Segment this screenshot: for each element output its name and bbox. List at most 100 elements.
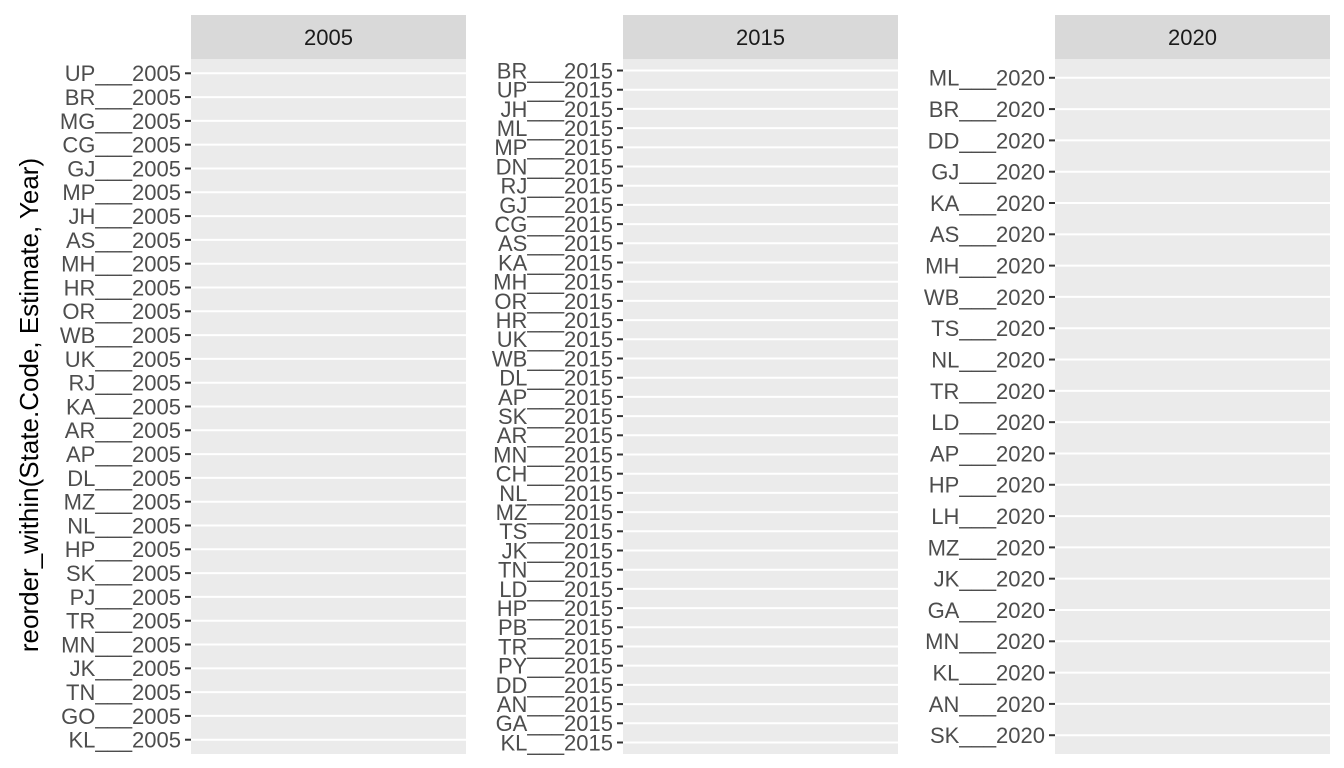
facet-2020: 2020 ML___2020 BR___2020 DD___2020 GJ___2020… — [924, 15, 1330, 754]
y-tick-label: PJ___2005 — [70, 585, 181, 610]
y-tick-label: BR___2015 — [497, 58, 613, 83]
y-tick-label: WB___2015 — [492, 346, 613, 371]
y-tick-label: GJ___2015 — [499, 193, 613, 218]
y-tick-label: JK___2015 — [502, 538, 613, 563]
y-tick-label: TR___2005 — [66, 609, 181, 634]
y-tick-label: WB___2020 — [924, 285, 1045, 310]
y-tick-label: UP___2015 — [497, 78, 613, 103]
y-tick-label: MN___2020 — [925, 629, 1045, 654]
y-tick-label: PB___2015 — [498, 615, 613, 640]
y-tick-label: MH___2005 — [61, 252, 181, 277]
facet-panels: 2005 UP___2005BR___2005MG___2005CG___2005… — [60, 15, 1330, 755]
y-tick-label: TS___2020 — [931, 316, 1045, 341]
y-tick-label: GJ___2020 — [931, 160, 1045, 185]
y-tick-label: MP___2005 — [62, 180, 181, 205]
y-tick-label: SK___2015 — [498, 404, 613, 429]
facet-strip-label: 2005 — [304, 25, 353, 50]
y-tick-label: BR___2020 — [929, 97, 1045, 122]
facet-strip-label: 2015 — [736, 25, 785, 50]
y-tick-label: BR___2005 — [65, 85, 181, 110]
y-tick-label: MP___2015 — [494, 135, 613, 160]
facet-strip-label: 2020 — [1168, 25, 1217, 50]
facet-2015: 2015 BR___2015UP___2015JH___2015ML___2015… — [492, 15, 898, 755]
y-tick-label: TS___2015 — [499, 519, 613, 544]
y-tick-label: GA___2015 — [496, 711, 613, 736]
y-tick-label: MH___2020 — [925, 254, 1045, 279]
y-tick-label: NL___2015 — [499, 481, 613, 506]
facet-strip-background — [1055, 15, 1330, 59]
y-tick-label: KL___2015 — [500, 730, 613, 755]
y-tick-label: TR___2015 — [498, 634, 613, 659]
y-tick-label: DL___2005 — [67, 466, 181, 491]
y-tick-label: PY___2015 — [498, 654, 613, 679]
y-tick-label: ML___2015 — [497, 116, 613, 141]
y-tick-label: CG___2015 — [494, 212, 613, 237]
y-tick-label: DN___2015 — [496, 154, 613, 179]
y-tick-label: JK___2020 — [934, 567, 1045, 592]
y-tick-label: AS___2020 — [930, 222, 1045, 247]
y-tick-label: TR___2020 — [930, 379, 1045, 404]
y-tick-label: AS___2015 — [498, 231, 613, 256]
facet-panel-background — [1055, 59, 1330, 754]
y-tick-label: UK___2015 — [497, 327, 613, 352]
y-tick-label: JH___2005 — [68, 204, 181, 229]
y-tick-label: DD___2015 — [496, 673, 613, 698]
y-tick-label: CH___2015 — [496, 462, 613, 487]
y-tick-label: AP___2015 — [498, 385, 613, 410]
y-tick-label: UP___2005 — [65, 61, 181, 86]
y-tick-label: HR___2015 — [496, 308, 613, 333]
y-tick-label: MZ___2020 — [928, 535, 1045, 560]
y-tick-label: RJ___2005 — [68, 371, 181, 396]
y-tick-label: MN___2015 — [493, 442, 613, 467]
y-tick-label: DD___2020 — [928, 128, 1045, 153]
y-tick-label: MZ___2005 — [64, 490, 181, 515]
y-tick-label: NL___2005 — [67, 513, 181, 538]
facet-strip-background — [623, 15, 898, 59]
y-tick-label: CG___2005 — [62, 133, 181, 158]
y-tick-label: TN___2015 — [498, 558, 613, 583]
y-tick-label: NL___2020 — [931, 347, 1045, 372]
y-tick-label: ML___2020 — [929, 66, 1045, 91]
y-tick-label: AS___2005 — [66, 228, 181, 253]
y-tick-label: KA___2020 — [930, 191, 1045, 216]
y-tick-label: HP___2020 — [929, 473, 1045, 498]
facet-2005: 2005 UP___2005BR___2005MG___2005CG___2005… — [60, 15, 466, 754]
y-tick-label: LD___2015 — [499, 577, 613, 602]
y-tick-label: AR___2015 — [497, 423, 613, 448]
y-tick-label: UK___2005 — [65, 347, 181, 372]
y-tick-label: KL___2005 — [68, 728, 181, 753]
y-tick-label: DL___2015 — [499, 366, 613, 391]
y-tick-label: LD___2020 — [931, 410, 1045, 435]
y-tick-label: MZ___2015 — [496, 500, 613, 525]
y-tick-label: JH___2015 — [500, 97, 613, 122]
y-tick-label: WB___2005 — [60, 323, 181, 348]
y-tick-label: TN___2005 — [66, 680, 181, 705]
y-tick-label: LH___2020 — [931, 504, 1045, 529]
y-tick-label: HP___2005 — [65, 537, 181, 562]
y-tick-label: KL___2020 — [932, 661, 1045, 686]
y-tick-label: HR___2005 — [64, 275, 181, 300]
y-tick-label: AP___2005 — [66, 442, 181, 467]
y-tick-label: GO___2005 — [61, 704, 181, 729]
y-tick-label: AR___2005 — [65, 418, 181, 443]
y-tick-label: RJ___2015 — [500, 174, 613, 199]
y-tick-label: AN___2020 — [929, 692, 1045, 717]
y-tick-label: KA___2015 — [498, 250, 613, 275]
y-tick-label: SK___2020 — [930, 723, 1045, 748]
y-tick-label: HP___2015 — [497, 596, 613, 621]
facet-strip-background — [191, 15, 466, 59]
y-tick-label: GA___2020 — [928, 598, 1045, 623]
y-tick-label: JK___2005 — [70, 656, 181, 681]
y-tick-label: OR___2015 — [494, 289, 613, 314]
y-tick-label: OR___2005 — [62, 299, 181, 324]
y-tick-label: MN___2005 — [61, 632, 181, 657]
y-tick-label: MG___2005 — [60, 109, 181, 134]
y-tick-label: AN___2015 — [497, 692, 613, 717]
y-tick-label: KA___2005 — [66, 394, 181, 419]
facet-panel-background — [623, 59, 898, 754]
y-tick-label: GJ___2005 — [67, 156, 181, 181]
y-axis-title: reorder_within(State.Code, Estimate, Yea… — [14, 158, 44, 652]
y-tick-label: SK___2005 — [66, 561, 181, 586]
y-tick-label: MH___2015 — [493, 270, 613, 295]
